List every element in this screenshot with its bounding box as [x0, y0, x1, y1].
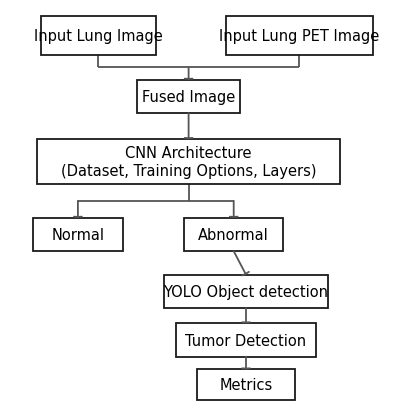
Text: Input Lung Image: Input Lung Image	[34, 29, 162, 44]
Text: Normal: Normal	[51, 228, 104, 242]
Bar	[41, 17, 155, 55]
Text: Fused Image: Fused Image	[142, 90, 235, 104]
Bar	[176, 324, 315, 357]
Text: Abnormal: Abnormal	[198, 228, 268, 242]
Text: CNN Architecture
(Dataset, Training Options, Layers): CNN Architecture (Dataset, Training Opti…	[61, 146, 316, 178]
Bar	[164, 275, 327, 308]
Bar	[137, 81, 239, 114]
Bar	[37, 140, 339, 184]
Bar	[196, 369, 294, 400]
Bar	[225, 17, 372, 55]
Bar	[33, 218, 123, 252]
Text: Tumor Detection: Tumor Detection	[185, 333, 306, 347]
Bar	[184, 218, 282, 252]
Text: Metrics: Metrics	[219, 377, 272, 392]
Text: Input Lung PET Image: Input Lung PET Image	[219, 29, 378, 44]
Text: YOLO Object detection: YOLO Object detection	[163, 284, 328, 299]
